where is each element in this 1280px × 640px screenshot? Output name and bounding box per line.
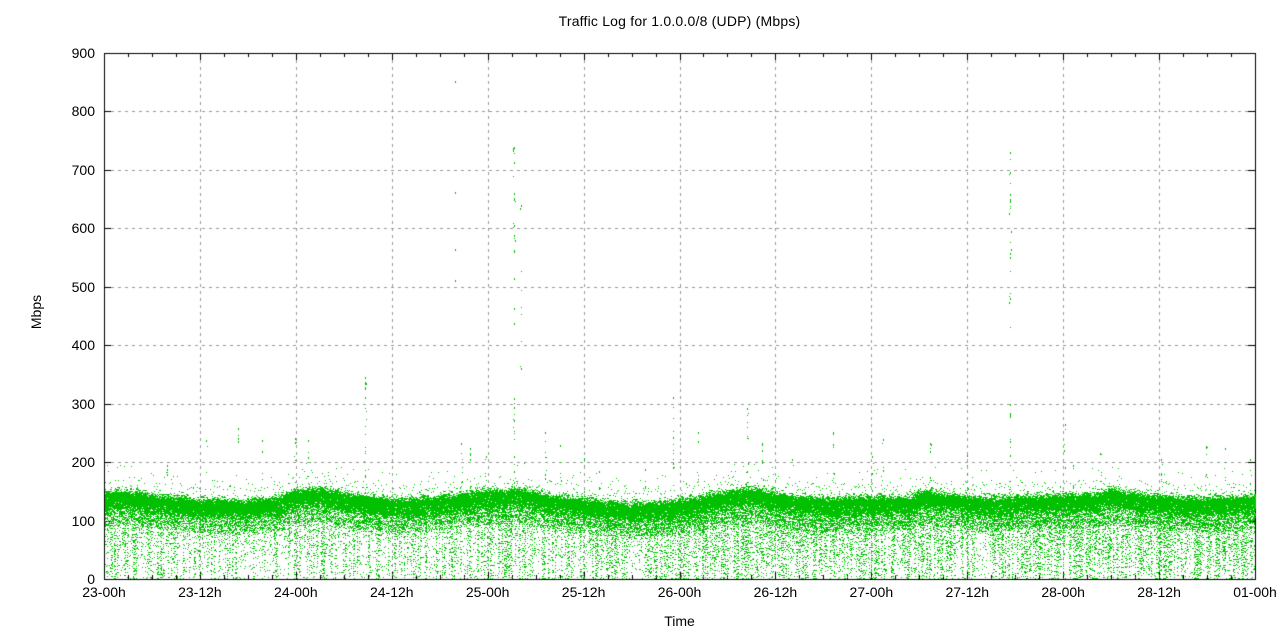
y-tick-label: 800 xyxy=(71,103,95,120)
y-tick-label: 700 xyxy=(71,161,95,178)
x-tick-label: 28-12h xyxy=(1137,584,1181,600)
y-tick-label: 100 xyxy=(71,512,95,529)
y-tick-label: 600 xyxy=(71,220,95,237)
y-tick-label: 200 xyxy=(71,454,95,471)
chart-title: Traffic Log for 1.0.0.0/8 (UDP) (Mbps) xyxy=(558,13,801,29)
y-tick-label: 900 xyxy=(71,45,95,61)
y-tick-label: 0 xyxy=(87,571,95,587)
x-tick-label: 24-00h xyxy=(274,584,318,600)
y-axis-label: Mbps xyxy=(28,294,44,330)
x-tick-label: 28-00h xyxy=(1041,584,1085,600)
x-axis-label: Time xyxy=(664,613,695,629)
x-tick-label: 25-00h xyxy=(465,584,510,600)
x-tick-label: 01-00h xyxy=(1233,584,1277,600)
y-tick-label: 500 xyxy=(71,278,95,295)
x-tick-label: 26-12h xyxy=(753,584,798,600)
x-tick-label: 23-00h xyxy=(82,584,126,600)
x-tick-label: 25-12h xyxy=(561,584,606,600)
x-tick-label: 26-00h xyxy=(657,584,702,600)
y-tick-label: 300 xyxy=(71,395,95,412)
y-tick-label: 400 xyxy=(71,337,95,354)
x-tick-label: 23-12h xyxy=(178,584,222,600)
x-tick-label: 27-12h xyxy=(945,584,990,600)
x-tick-label: 27-00h xyxy=(849,584,894,600)
x-tick-label: 24-12h xyxy=(369,584,414,600)
